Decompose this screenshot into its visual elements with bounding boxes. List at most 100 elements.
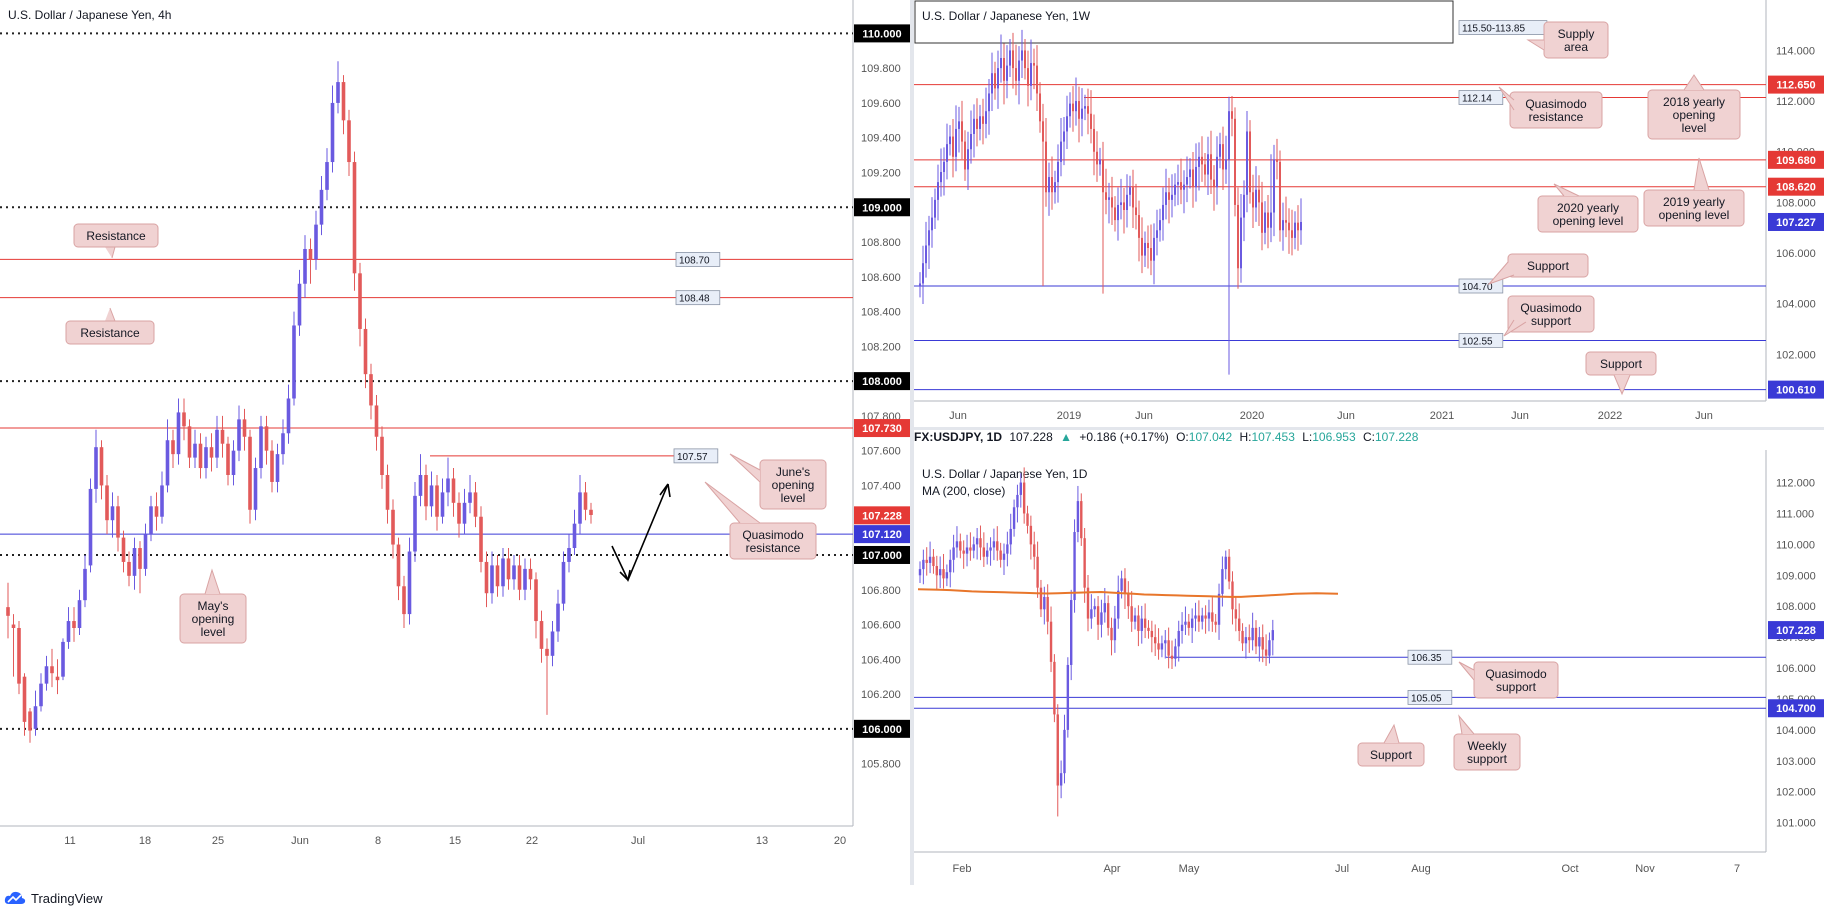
h4-candle[interactable] — [380, 436, 384, 475]
h4-candle[interactable] — [479, 516, 483, 562]
h4-candle[interactable] — [248, 436, 252, 510]
h4-candle[interactable] — [495, 565, 500, 587]
w-candle[interactable] — [1147, 242, 1149, 248]
h4-candle[interactable] — [523, 568, 527, 590]
w-candle[interactable] — [1117, 204, 1119, 221]
d-candle[interactable] — [1016, 494, 1019, 508]
h4-candle[interactable] — [286, 398, 291, 434]
w-candle[interactable] — [1180, 182, 1182, 190]
callout-quasimodo-support-w-box[interactable] — [1507, 295, 1595, 333]
w-candle[interactable] — [1045, 141, 1047, 193]
d-candle[interactable] — [932, 556, 935, 567]
d-candle[interactable] — [1127, 593, 1130, 607]
h4-candle[interactable] — [589, 509, 593, 515]
w-candle[interactable] — [985, 111, 987, 124]
w-candle[interactable] — [1204, 164, 1206, 175]
d-candle[interactable] — [986, 550, 989, 557]
w-candle[interactable] — [1282, 220, 1284, 231]
d-candle[interactable] — [918, 569, 922, 576]
h4-candle[interactable] — [116, 506, 120, 538]
w-candle[interactable] — [997, 68, 999, 89]
h4-candle[interactable] — [220, 429, 225, 444]
d-candle[interactable] — [1238, 618, 1241, 631]
w-candle[interactable] — [1243, 194, 1245, 218]
d-candle[interactable] — [1261, 637, 1264, 650]
w-candle[interactable] — [976, 118, 978, 129]
tradingview-logo[interactable]: TradingView — [4, 890, 103, 906]
h4-candle[interactable] — [369, 374, 373, 406]
h4-candle[interactable] — [396, 544, 401, 587]
w-candle[interactable] — [1099, 159, 1101, 165]
d-candle[interactable] — [1006, 544, 1009, 554]
h4-candle[interactable] — [242, 419, 247, 437]
h4-candle[interactable] — [473, 492, 478, 517]
w-candle[interactable] — [931, 217, 933, 231]
w-candle[interactable] — [1090, 113, 1092, 129]
d-candle[interactable] — [1167, 640, 1170, 656]
d-candle[interactable] — [952, 547, 955, 560]
h4-candle[interactable] — [44, 666, 49, 684]
w-candle[interactable] — [1249, 131, 1251, 193]
w-candle[interactable] — [1240, 217, 1242, 269]
h4-candle[interactable] — [418, 475, 423, 496]
w-candle[interactable] — [1057, 161, 1059, 183]
d-ma200-line[interactable] — [917, 588, 1339, 598]
w-candle[interactable] — [1171, 194, 1173, 200]
w-candle[interactable] — [961, 121, 963, 142]
d-candle[interactable] — [996, 541, 999, 551]
w-candle[interactable] — [1159, 220, 1161, 231]
d-candle[interactable] — [1080, 501, 1083, 539]
h4-candle[interactable] — [127, 561, 131, 576]
h4-candle[interactable] — [385, 475, 390, 510]
d-candle[interactable] — [949, 559, 952, 573]
w-candle[interactable] — [1165, 192, 1167, 205]
w-candle[interactable] — [1162, 204, 1164, 221]
h4-candle[interactable] — [259, 426, 263, 469]
h4-candle[interactable] — [187, 426, 192, 458]
d-candle[interactable] — [1130, 606, 1133, 622]
h4-candle[interactable] — [105, 485, 109, 521]
w-candle[interactable] — [1048, 177, 1050, 193]
w-candle[interactable] — [1141, 237, 1143, 256]
d-candle[interactable] — [959, 541, 962, 551]
w-candle[interactable] — [1129, 187, 1131, 195]
w-candle[interactable] — [1063, 131, 1065, 142]
w-candle[interactable] — [1138, 215, 1140, 238]
h4-candle[interactable] — [446, 478, 450, 493]
h4-candle[interactable] — [561, 561, 566, 604]
callout-weekly-support-d-box[interactable] — [1453, 733, 1521, 771]
w-candle[interactable] — [1114, 207, 1116, 221]
w-candle[interactable] — [1192, 169, 1194, 188]
w-candle[interactable] — [1207, 154, 1209, 175]
h4-candle[interactable] — [424, 475, 428, 507]
w-candle[interactable] — [1279, 161, 1281, 231]
w-candle[interactable] — [952, 136, 954, 157]
w-candle[interactable] — [1198, 156, 1200, 167]
h4-candle[interactable] — [6, 607, 10, 616]
d-candle[interactable] — [1140, 618, 1143, 631]
h4-candle[interactable] — [55, 676, 60, 681]
h4-candle[interactable] — [264, 426, 269, 451]
w-candle[interactable] — [1252, 192, 1254, 208]
panel-divider-vertical[interactable] — [910, 0, 914, 911]
h4-candle[interactable] — [110, 506, 115, 521]
d-candle[interactable] — [1046, 596, 1049, 622]
h4-candle[interactable] — [429, 485, 434, 507]
h4-candle[interactable] — [578, 492, 582, 524]
d-candle[interactable] — [1150, 630, 1154, 638]
d-candle[interactable] — [925, 559, 928, 563]
d-candle[interactable] — [1224, 556, 1227, 570]
w-candle[interactable] — [1156, 230, 1158, 238]
h4-candle[interactable] — [204, 447, 208, 469]
h4-candle[interactable] — [99, 447, 104, 486]
d-candle[interactable] — [979, 538, 982, 548]
callout-2020-opening-box[interactable] — [1537, 195, 1639, 233]
d-candle[interactable] — [1103, 603, 1106, 613]
d-candle[interactable] — [1039, 587, 1043, 610]
d-candle[interactable] — [1254, 627, 1258, 647]
d-candle[interactable] — [969, 547, 972, 551]
h4-candle[interactable] — [138, 548, 142, 569]
w-candle[interactable] — [1132, 187, 1134, 208]
w-candle[interactable] — [1264, 212, 1266, 233]
d-candle[interactable] — [999, 550, 1002, 560]
